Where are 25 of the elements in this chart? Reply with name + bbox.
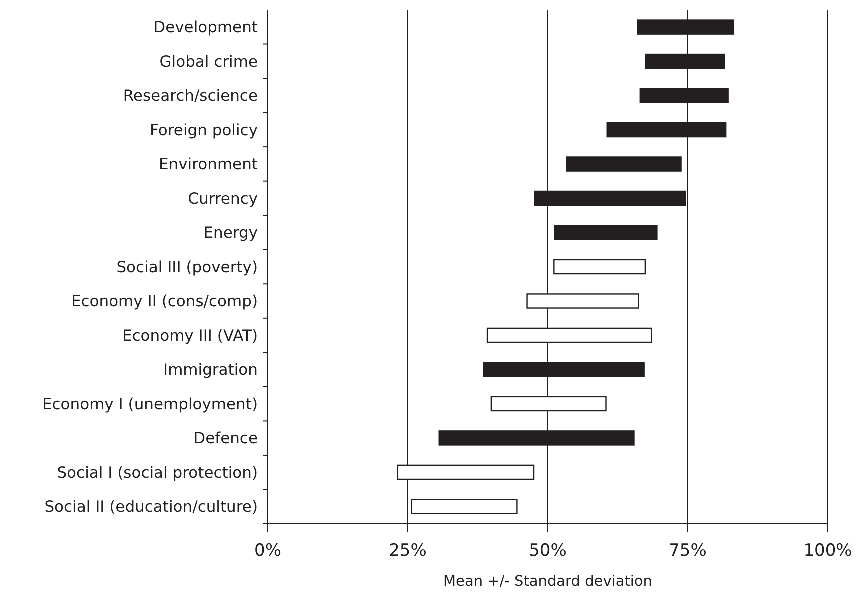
bar — [411, 499, 518, 514]
y-tick-label: Currency — [188, 190, 258, 208]
y-tick-label: Research/science — [123, 87, 258, 106]
y-tick-label: Environment — [159, 156, 258, 174]
x-tick-label: 0% — [254, 541, 282, 561]
y-tick-label: Global crime — [160, 52, 258, 71]
y-tick-label: Social I (social protection) — [57, 464, 258, 482]
y-tick-label: Social III (poverty) — [116, 258, 258, 276]
x-tick-label: 100% — [804, 541, 852, 561]
x-axis-title: Mean +/- Standard deviation — [444, 574, 652, 590]
bar — [554, 225, 658, 240]
y-tick-label: Immigration — [164, 361, 258, 380]
y-tick-label: Foreign policy — [150, 121, 258, 140]
x-tick-label: 75% — [669, 541, 707, 561]
y-tick-label: Economy II (cons/comp) — [71, 292, 258, 311]
bar — [554, 259, 646, 275]
y-tick-label: Defence — [194, 430, 258, 448]
y-tick-label: Energy — [204, 224, 258, 242]
y-tick-label: Social II (education/culture) — [44, 498, 258, 516]
bar — [566, 156, 682, 172]
x-tick-label: 50% — [529, 541, 567, 561]
y-tick-label: Economy I (unemployment) — [42, 395, 258, 414]
x-tick-label: 25% — [389, 541, 427, 561]
y-tick-label: Development — [154, 18, 258, 37]
y-tick-label: Economy III (VAT) — [122, 326, 258, 345]
